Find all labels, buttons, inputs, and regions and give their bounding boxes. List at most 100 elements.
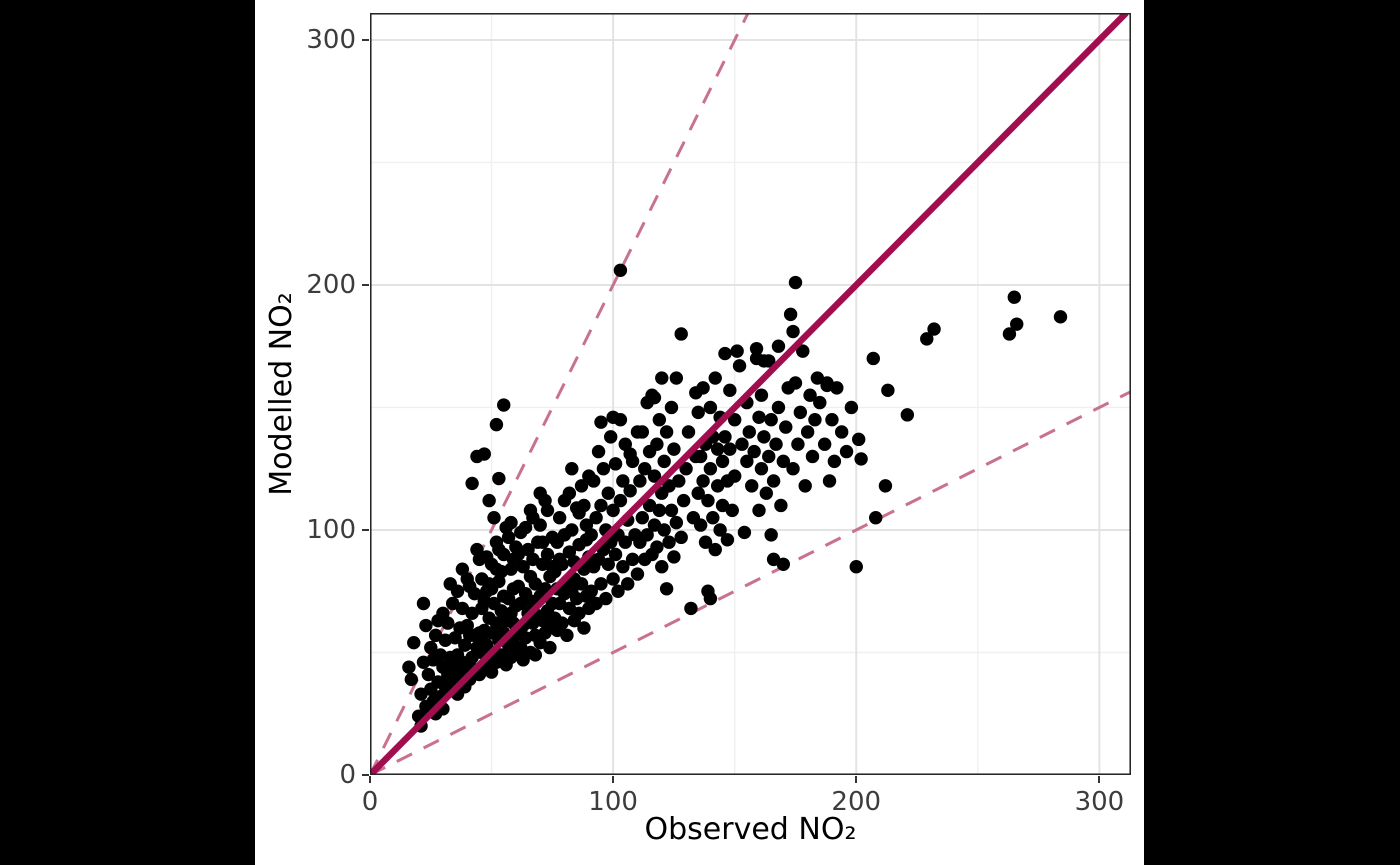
reference-line-two-to-one — [370, 13, 750, 775]
data-point — [601, 486, 615, 500]
data-point — [725, 503, 739, 518]
data-point — [693, 449, 708, 464]
data-point — [533, 518, 547, 532]
data-point — [1002, 327, 1017, 341]
data-point — [594, 577, 608, 591]
data-point — [672, 474, 686, 488]
data-point — [679, 462, 693, 476]
data-point — [727, 469, 742, 483]
y-tick-label: 0 — [339, 760, 356, 790]
data-point — [608, 547, 623, 562]
data-point — [528, 648, 543, 662]
data-point — [404, 672, 419, 687]
data-point — [691, 486, 705, 500]
data-point — [796, 344, 810, 358]
data-point — [805, 449, 820, 464]
y-tick-label: 100 — [306, 514, 356, 545]
data-point — [701, 493, 715, 508]
data-point — [599, 591, 613, 606]
data-point — [540, 503, 555, 518]
data-point — [774, 498, 788, 513]
panel-border — [370, 13, 1131, 775]
plot-panel — [370, 13, 1131, 775]
data-point — [844, 400, 859, 415]
data-point — [723, 442, 737, 456]
data-point — [555, 616, 569, 630]
data-point — [586, 474, 601, 488]
data-point — [664, 400, 679, 415]
data-point — [703, 400, 718, 415]
data-point — [674, 327, 688, 341]
data-point — [655, 371, 669, 385]
data-point — [630, 567, 645, 581]
data-point — [1053, 310, 1068, 324]
data-point — [742, 425, 756, 439]
data-point — [927, 322, 941, 336]
data-point — [606, 572, 620, 586]
data-point — [866, 351, 880, 366]
data-point — [706, 511, 720, 525]
data-point — [762, 354, 776, 368]
data-point — [640, 528, 654, 542]
data-point — [543, 640, 557, 655]
data-point — [834, 425, 849, 439]
x-tick-label: 100 — [588, 787, 638, 817]
data-point — [674, 530, 688, 545]
data-point — [713, 523, 727, 537]
data-point — [727, 413, 742, 427]
data-point — [667, 550, 681, 564]
data-point — [540, 547, 555, 562]
data-point — [786, 324, 800, 339]
data-point — [851, 432, 866, 447]
data-point — [788, 376, 803, 390]
data-point — [662, 535, 676, 549]
data-point — [759, 486, 774, 500]
data-point — [477, 447, 491, 461]
x-tick-mark — [369, 776, 371, 783]
data-point — [827, 454, 842, 469]
data-point — [696, 474, 710, 488]
data-point — [825, 413, 839, 427]
data-point — [407, 635, 421, 650]
data-point — [606, 503, 620, 518]
data-point — [652, 503, 667, 518]
data-point — [450, 584, 465, 598]
data-point — [616, 560, 630, 574]
data-point — [562, 486, 577, 500]
data-point — [803, 388, 817, 402]
data-point — [669, 371, 684, 385]
data-point — [749, 351, 764, 366]
data-point — [776, 454, 791, 469]
data-point — [735, 437, 749, 451]
data-point — [594, 498, 608, 513]
data-point — [793, 405, 808, 420]
data-point — [754, 462, 769, 476]
data-point — [645, 388, 659, 402]
data-point — [555, 557, 569, 571]
data-point — [402, 660, 416, 674]
data-point — [762, 449, 776, 464]
data-point — [482, 493, 496, 508]
data-point — [492, 471, 506, 486]
data-point — [421, 667, 436, 682]
x-tick-mark — [1098, 776, 1101, 783]
data-point — [869, 511, 883, 525]
data-point — [467, 586, 482, 601]
data-point — [747, 444, 761, 459]
data-point — [1010, 317, 1024, 331]
data-point — [779, 420, 793, 434]
data-point — [650, 437, 664, 451]
data-point — [920, 332, 934, 346]
data-point — [633, 474, 647, 488]
data-point — [424, 640, 438, 655]
data-point — [710, 442, 725, 456]
chart-figure: 0 100 200 300 0 100 200 300 Observed NO₂ Model… — [255, 0, 1144, 865]
y-tick-mark — [362, 38, 369, 41]
x-axis-title: Observed NO₂ — [644, 812, 857, 847]
data-point — [691, 405, 705, 420]
data-point — [854, 452, 868, 466]
data-point — [638, 462, 652, 476]
data-point — [715, 454, 730, 469]
data-point — [560, 628, 574, 643]
